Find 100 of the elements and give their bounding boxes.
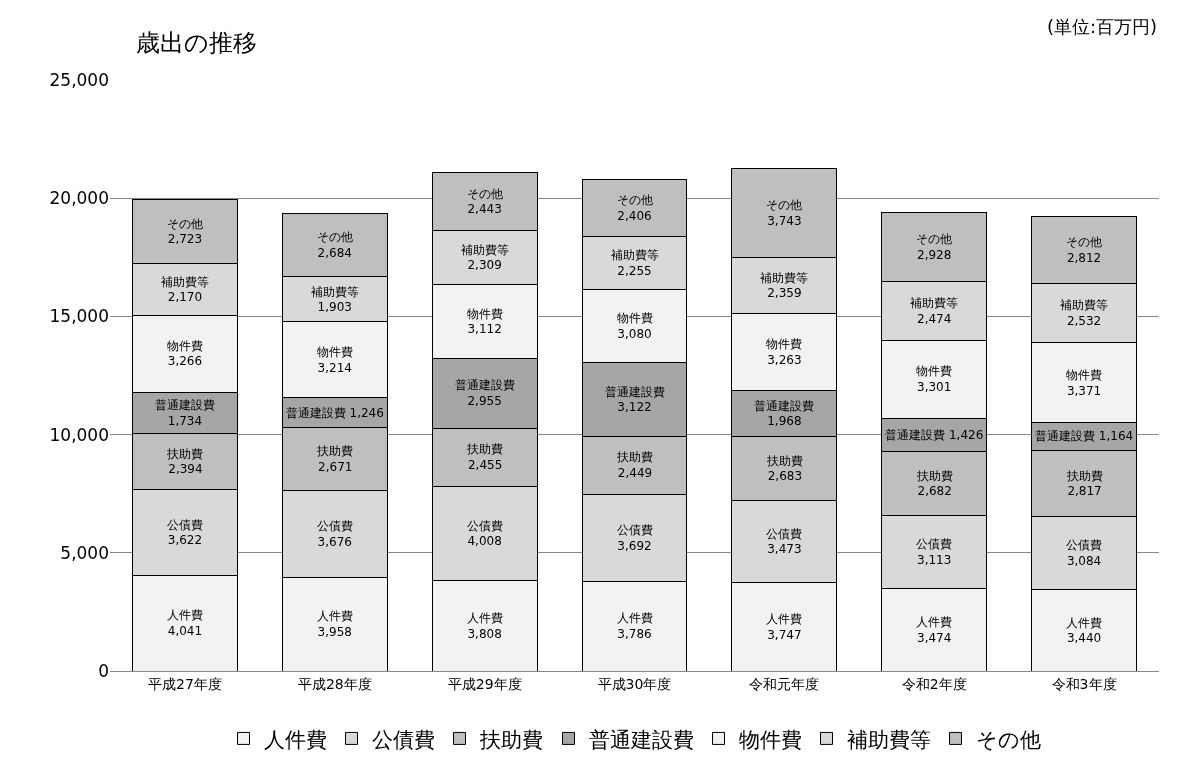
text: 公債費 (1066, 538, 1103, 553)
data-label: 3,786 (617, 627, 652, 642)
data-label: 2,455 (467, 458, 503, 473)
data-label: 3,440 (1066, 631, 1102, 646)
text: 普通建設費 1,246 (285, 405, 384, 420)
text: 人件費 (466, 611, 503, 626)
text: その他 (466, 186, 503, 201)
text: 普通建設費 (454, 378, 515, 393)
text: 補助費等 (160, 274, 209, 289)
data-label: 1,968 (767, 414, 802, 429)
text: 補助費等 (460, 242, 509, 257)
text: 公債費 (166, 517, 203, 532)
data-label: 3,214 (317, 360, 352, 375)
data-label: 3,371 (1066, 383, 1102, 398)
data-label: 2,474 (917, 311, 952, 326)
data-label: 3,747 (767, 627, 802, 642)
y-tick-label: 20,000 (49, 188, 109, 209)
data-label: 2,812 (1066, 250, 1102, 265)
data-label: 2,255 (617, 263, 652, 278)
text: 扶助費 (317, 444, 354, 459)
y-tick-label: 5,000 (60, 542, 109, 563)
legend-label: 補助費等 (846, 727, 931, 752)
text: 扶助費 (1066, 468, 1103, 483)
text: 人件費 (166, 608, 203, 623)
text: 普通建設費 1,164 (1034, 429, 1134, 444)
data-label: 3,122 (617, 400, 652, 415)
legend-label: 人件費 (263, 727, 327, 752)
data-label: 2,394 (168, 462, 203, 477)
text: 扶助費 (467, 442, 504, 457)
text: その他 (1066, 235, 1103, 250)
data-label: 2,955 (467, 394, 502, 409)
text: 補助費等 (310, 284, 359, 299)
legend-label: 公債費 (371, 727, 435, 752)
legend-label: 物件費 (738, 727, 802, 752)
data-label: 2,683 (767, 469, 803, 484)
text: その他 (916, 232, 953, 247)
data-label: 3,080 (617, 326, 652, 341)
text: 物件費 (466, 306, 503, 321)
data-label: 2,170 (167, 290, 203, 305)
x-tick-label: 平成30年度 (597, 675, 672, 692)
data-label: 3,474 (917, 630, 952, 645)
text: 公債費 (916, 537, 953, 552)
data-label: 2,406 (617, 208, 652, 223)
data-label: 2,443 (467, 202, 502, 217)
data-label: 1,903 (317, 300, 352, 315)
text: 物件費 (616, 311, 653, 326)
data-label: 3,676 (317, 534, 352, 549)
data-label: 3,113 (917, 552, 952, 567)
chart-title: 歳出の推移 (135, 29, 257, 58)
text: 普通建設費 1,426 (885, 428, 984, 443)
text: 物件費 (766, 337, 803, 351)
text: (単位:百万円) (1047, 16, 1158, 37)
data-label: 4,041 (167, 624, 203, 639)
data-label: 2,684 (317, 246, 352, 261)
x-tick-label: 令和2年度 (901, 675, 967, 692)
data-label: 3,958 (317, 625, 352, 640)
y-tick-label: 15,000 (49, 306, 109, 327)
text: 人件費 (916, 615, 953, 630)
data-label: 3,266 (167, 354, 203, 369)
x-tick-label: 平成29年度 (447, 675, 522, 692)
text: 物件費 (166, 338, 203, 353)
text: 公債費 (766, 526, 803, 541)
text: 人件費 (616, 611, 653, 626)
text: 扶助費 (916, 468, 953, 483)
data-label: 2,532 (1066, 313, 1102, 328)
text: 物件費 (916, 364, 953, 379)
text: 補助費等 (1060, 298, 1109, 313)
text: 扶助費 (167, 446, 204, 461)
x-tick-label: 平成28年度 (297, 675, 372, 692)
text: その他 (616, 193, 653, 208)
data-label: 3,743 (767, 214, 802, 229)
legend-label: その他 (975, 727, 1041, 752)
text: 補助費等 (610, 248, 659, 263)
y-tick-label: 10,000 (49, 424, 109, 445)
text: 扶助費 (766, 453, 803, 468)
data-label: 3,112 (467, 322, 502, 337)
text: 人件費 (1066, 615, 1103, 630)
legend-label: 普通建設費 (588, 727, 694, 752)
data-label: 3,301 (917, 379, 952, 394)
data-label: 2,723 (167, 232, 203, 247)
data-label: 2,928 (917, 247, 952, 262)
text: 公債費 (466, 518, 503, 533)
text: 普通建設費 (754, 398, 815, 413)
text: 普通建設費 (604, 384, 665, 399)
text: 扶助費 (617, 450, 653, 465)
text: その他 (166, 216, 203, 231)
data-label: 3,473 (767, 542, 802, 557)
text: 人件費 (766, 611, 803, 626)
text: 物件費 (1066, 368, 1103, 383)
data-label: 2,682 (917, 484, 952, 499)
text: 補助費等 (910, 296, 959, 311)
legend-label: 扶助費 (478, 727, 543, 752)
text: 人件費 (316, 609, 353, 624)
data-label: 2,817 (1067, 484, 1102, 499)
y-tick-label: 0 (98, 660, 109, 681)
data-label: 3,622 (167, 533, 203, 548)
text: 公債費 (316, 519, 353, 534)
data-label: 1,734 (167, 413, 203, 428)
data-label: 3,808 (467, 626, 502, 641)
data-label: 3,692 (617, 538, 652, 553)
